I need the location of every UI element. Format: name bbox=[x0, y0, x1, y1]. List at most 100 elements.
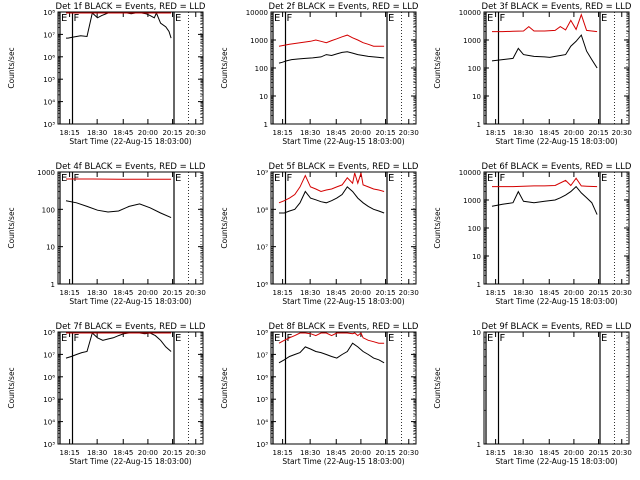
x-tick-label: 18:45 bbox=[539, 449, 559, 457]
marker-label: E bbox=[61, 173, 67, 184]
x-tick-label: 18:45 bbox=[539, 129, 559, 137]
y-tick-label: 10⁸ bbox=[256, 206, 268, 214]
series-line bbox=[278, 51, 385, 64]
series-line bbox=[65, 332, 172, 359]
chart-title: Det 3f BLACK = Events, RED = LLD bbox=[482, 2, 632, 12]
x-tick-label: 20:30 bbox=[612, 449, 632, 457]
y-tick-label: 1 bbox=[477, 121, 481, 129]
y-tick-label: 1 bbox=[477, 441, 481, 449]
y-tick-label: 10⁴ bbox=[43, 99, 55, 107]
y-tick-label: 100 bbox=[468, 65, 481, 73]
marker-label: E bbox=[601, 333, 607, 344]
x-axis-label: Start Time (22-Aug-15 18:03:00) bbox=[495, 137, 617, 146]
y-tick-label: 10⁸ bbox=[256, 329, 268, 337]
x-tick-label: 20:00 bbox=[564, 289, 584, 297]
plot-frame bbox=[483, 171, 630, 285]
x-tick-label: 18:15 bbox=[273, 129, 293, 137]
x-tick-label: 18:45 bbox=[113, 289, 133, 297]
x-axis-label: Start Time (22-Aug-15 18:03:00) bbox=[495, 297, 617, 306]
series-line bbox=[492, 13, 598, 33]
y-tick-label: 10000 bbox=[459, 169, 481, 177]
marker-label: E bbox=[601, 13, 607, 24]
y-tick-label: 1000 bbox=[463, 197, 481, 205]
y-axis-label: Counts/sec bbox=[220, 47, 229, 88]
x-tick-label: 20:30 bbox=[186, 129, 206, 137]
y-tick-label: 10⁴ bbox=[43, 419, 55, 427]
x-tick-label: 20:15 bbox=[588, 129, 608, 137]
x-tick-label: 20:15 bbox=[375, 449, 395, 457]
plot-frame bbox=[270, 171, 417, 285]
plot-frame bbox=[270, 331, 417, 445]
y-tick-label: 10 bbox=[472, 253, 481, 261]
x-axis-label: Start Time (22-Aug-15 18:03:00) bbox=[69, 457, 191, 466]
chart-panel: Det 6f BLACK = Events, RED = LLD 1 10 100 10… bbox=[433, 162, 632, 306]
series-line bbox=[279, 186, 385, 214]
chart-panel: Det 3f BLACK = Events, RED = LLD 1 10 100 10… bbox=[433, 2, 632, 146]
x-tick-label: 18:15 bbox=[60, 129, 80, 137]
plot-frame bbox=[57, 11, 204, 125]
y-tick-label: 10 bbox=[46, 244, 55, 252]
y-tick-label: 10⁷ bbox=[256, 244, 268, 252]
chart-title: Det 9f BLACK = Events, RED = LLD bbox=[482, 322, 632, 332]
x-tick-label: 20:30 bbox=[186, 449, 206, 457]
marker-label: E bbox=[487, 173, 493, 184]
chart-panel: Det 2f BLACK = Events, RED = LLD 1 10 100 10… bbox=[220, 2, 419, 146]
y-tick-label: 1000 bbox=[463, 37, 481, 45]
x-axis-label: Start Time (22-Aug-15 18:03:00) bbox=[69, 137, 191, 146]
x-tick-label: 18:15 bbox=[273, 289, 293, 297]
chart-title: Det 5f BLACK = Events, RED = LLD bbox=[269, 162, 419, 172]
x-tick-label: 20:30 bbox=[186, 289, 206, 297]
x-tick-label: 20:15 bbox=[375, 289, 395, 297]
y-tick-label: 100 bbox=[42, 206, 55, 214]
y-tick-label: 1 bbox=[477, 281, 481, 289]
series-line bbox=[491, 34, 598, 69]
plot-frame bbox=[57, 331, 204, 445]
x-tick-label: 20:15 bbox=[588, 449, 608, 457]
x-tick-label: 18:15 bbox=[60, 289, 80, 297]
y-tick-label: 10⁶ bbox=[256, 374, 268, 382]
y-tick-label: 10⁵ bbox=[256, 396, 268, 404]
series-line bbox=[492, 177, 598, 188]
y-tick-label: 10⁷ bbox=[43, 31, 55, 39]
marker-label: E bbox=[487, 333, 493, 344]
x-tick-label: 20:15 bbox=[162, 129, 182, 137]
x-tick-label: 20:00 bbox=[351, 129, 371, 137]
series-line bbox=[278, 34, 385, 47]
y-tick-label: 100 bbox=[468, 225, 481, 233]
y-axis-label: Counts/sec bbox=[433, 367, 442, 408]
marker-label: E bbox=[388, 173, 394, 184]
chart-title: Det 4f BLACK = Events, RED = LLD bbox=[56, 162, 206, 172]
y-axis-label: Counts/sec bbox=[220, 207, 229, 248]
marker-label: E bbox=[175, 333, 181, 344]
x-tick-label: 18:15 bbox=[486, 129, 506, 137]
x-tick-label: 20:30 bbox=[399, 129, 419, 137]
series-line bbox=[66, 11, 172, 39]
y-tick-label: 10⁵ bbox=[43, 76, 55, 84]
x-tick-label: 20:30 bbox=[399, 449, 419, 457]
x-tick-label: 18:30 bbox=[300, 129, 320, 137]
marker-label: E bbox=[274, 173, 280, 184]
y-tick-label: 10000 bbox=[246, 9, 268, 17]
plot-frame bbox=[483, 331, 630, 445]
x-tick-label: 20:15 bbox=[162, 449, 182, 457]
series-line bbox=[491, 185, 598, 215]
y-axis-label: Counts/sec bbox=[7, 367, 16, 408]
x-tick-label: 18:15 bbox=[486, 289, 506, 297]
marker-label: E bbox=[487, 13, 493, 24]
chart-title: Det 6f BLACK = Events, RED = LLD bbox=[482, 162, 632, 172]
x-tick-label: 18:30 bbox=[87, 449, 107, 457]
y-axis-label: Counts/sec bbox=[7, 207, 16, 248]
y-tick-label: 1 bbox=[51, 281, 55, 289]
x-axis-label: Start Time (22-Aug-15 18:03:00) bbox=[282, 457, 404, 466]
x-tick-label: 20:15 bbox=[375, 129, 395, 137]
x-axis-label: Start Time (22-Aug-15 18:03:00) bbox=[495, 457, 617, 466]
y-tick-label: 10 bbox=[472, 93, 481, 101]
y-axis-label: Counts/sec bbox=[433, 47, 442, 88]
chart-panel: Det 4f BLACK = Events, RED = LLD 1 10 100 10… bbox=[7, 162, 206, 306]
y-tick-label: 1 bbox=[264, 121, 268, 129]
x-tick-label: 18:15 bbox=[486, 449, 506, 457]
y-tick-label: 10⁴ bbox=[256, 419, 268, 427]
x-tick-label: 18:30 bbox=[300, 449, 320, 457]
chart-title: Det 8f BLACK = Events, RED = LLD bbox=[269, 322, 419, 332]
